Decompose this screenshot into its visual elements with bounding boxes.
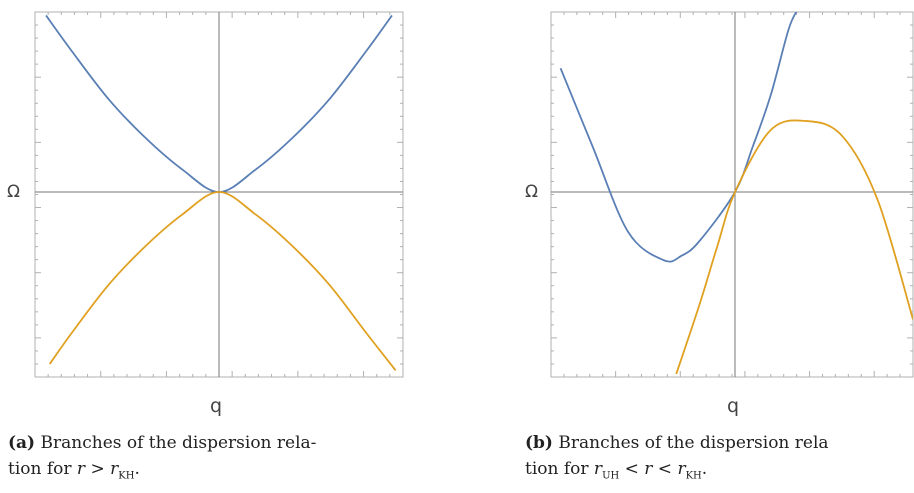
- series-blue-curve: [559, 12, 798, 263]
- panel-a-caption: (a) Branches of the dispersion rela- tio…: [8, 430, 408, 489]
- panel-b: [550, 11, 914, 378]
- panel-b-caption-math-pre: r: [593, 459, 603, 479]
- panel-b-caption-prefix: tion for: [525, 459, 594, 479]
- panel-b-caption-sub: KH: [685, 470, 702, 482]
- panel-a-ylabel: Ω: [7, 182, 20, 202]
- panel-b-caption-tag: (b): [525, 433, 553, 453]
- panel-a-caption-line1: Branches of the dispersion rela-: [40, 433, 317, 453]
- panel-b-caption-math: < r < r: [619, 459, 686, 479]
- series-orange-curve: [675, 119, 913, 375]
- frame: [550, 11, 914, 378]
- panel-a-xlabel: q: [210, 395, 223, 417]
- panel-b-xlabel: q: [727, 395, 740, 417]
- panel-b-caption-line1: Branches of the dispersion rela: [558, 433, 829, 453]
- panel-a-caption-tag: (a): [8, 433, 36, 453]
- panel-b-caption-end: .: [701, 459, 708, 479]
- panel-b-caption: (b) Branches of the dispersion rela tion…: [525, 430, 914, 489]
- panel-b-ylabel: Ω: [525, 182, 538, 202]
- panel-a-caption-math: r > r: [76, 459, 119, 479]
- panel-a-caption-sub: KH: [118, 470, 135, 482]
- panel-a: [34, 11, 404, 378]
- panel-a-caption-end: .: [134, 459, 140, 479]
- panel-b-caption-sub-pre: UH: [602, 470, 620, 482]
- panel-a-caption-prefix: tion for: [8, 459, 77, 479]
- series-orange-curve: [48, 191, 397, 371]
